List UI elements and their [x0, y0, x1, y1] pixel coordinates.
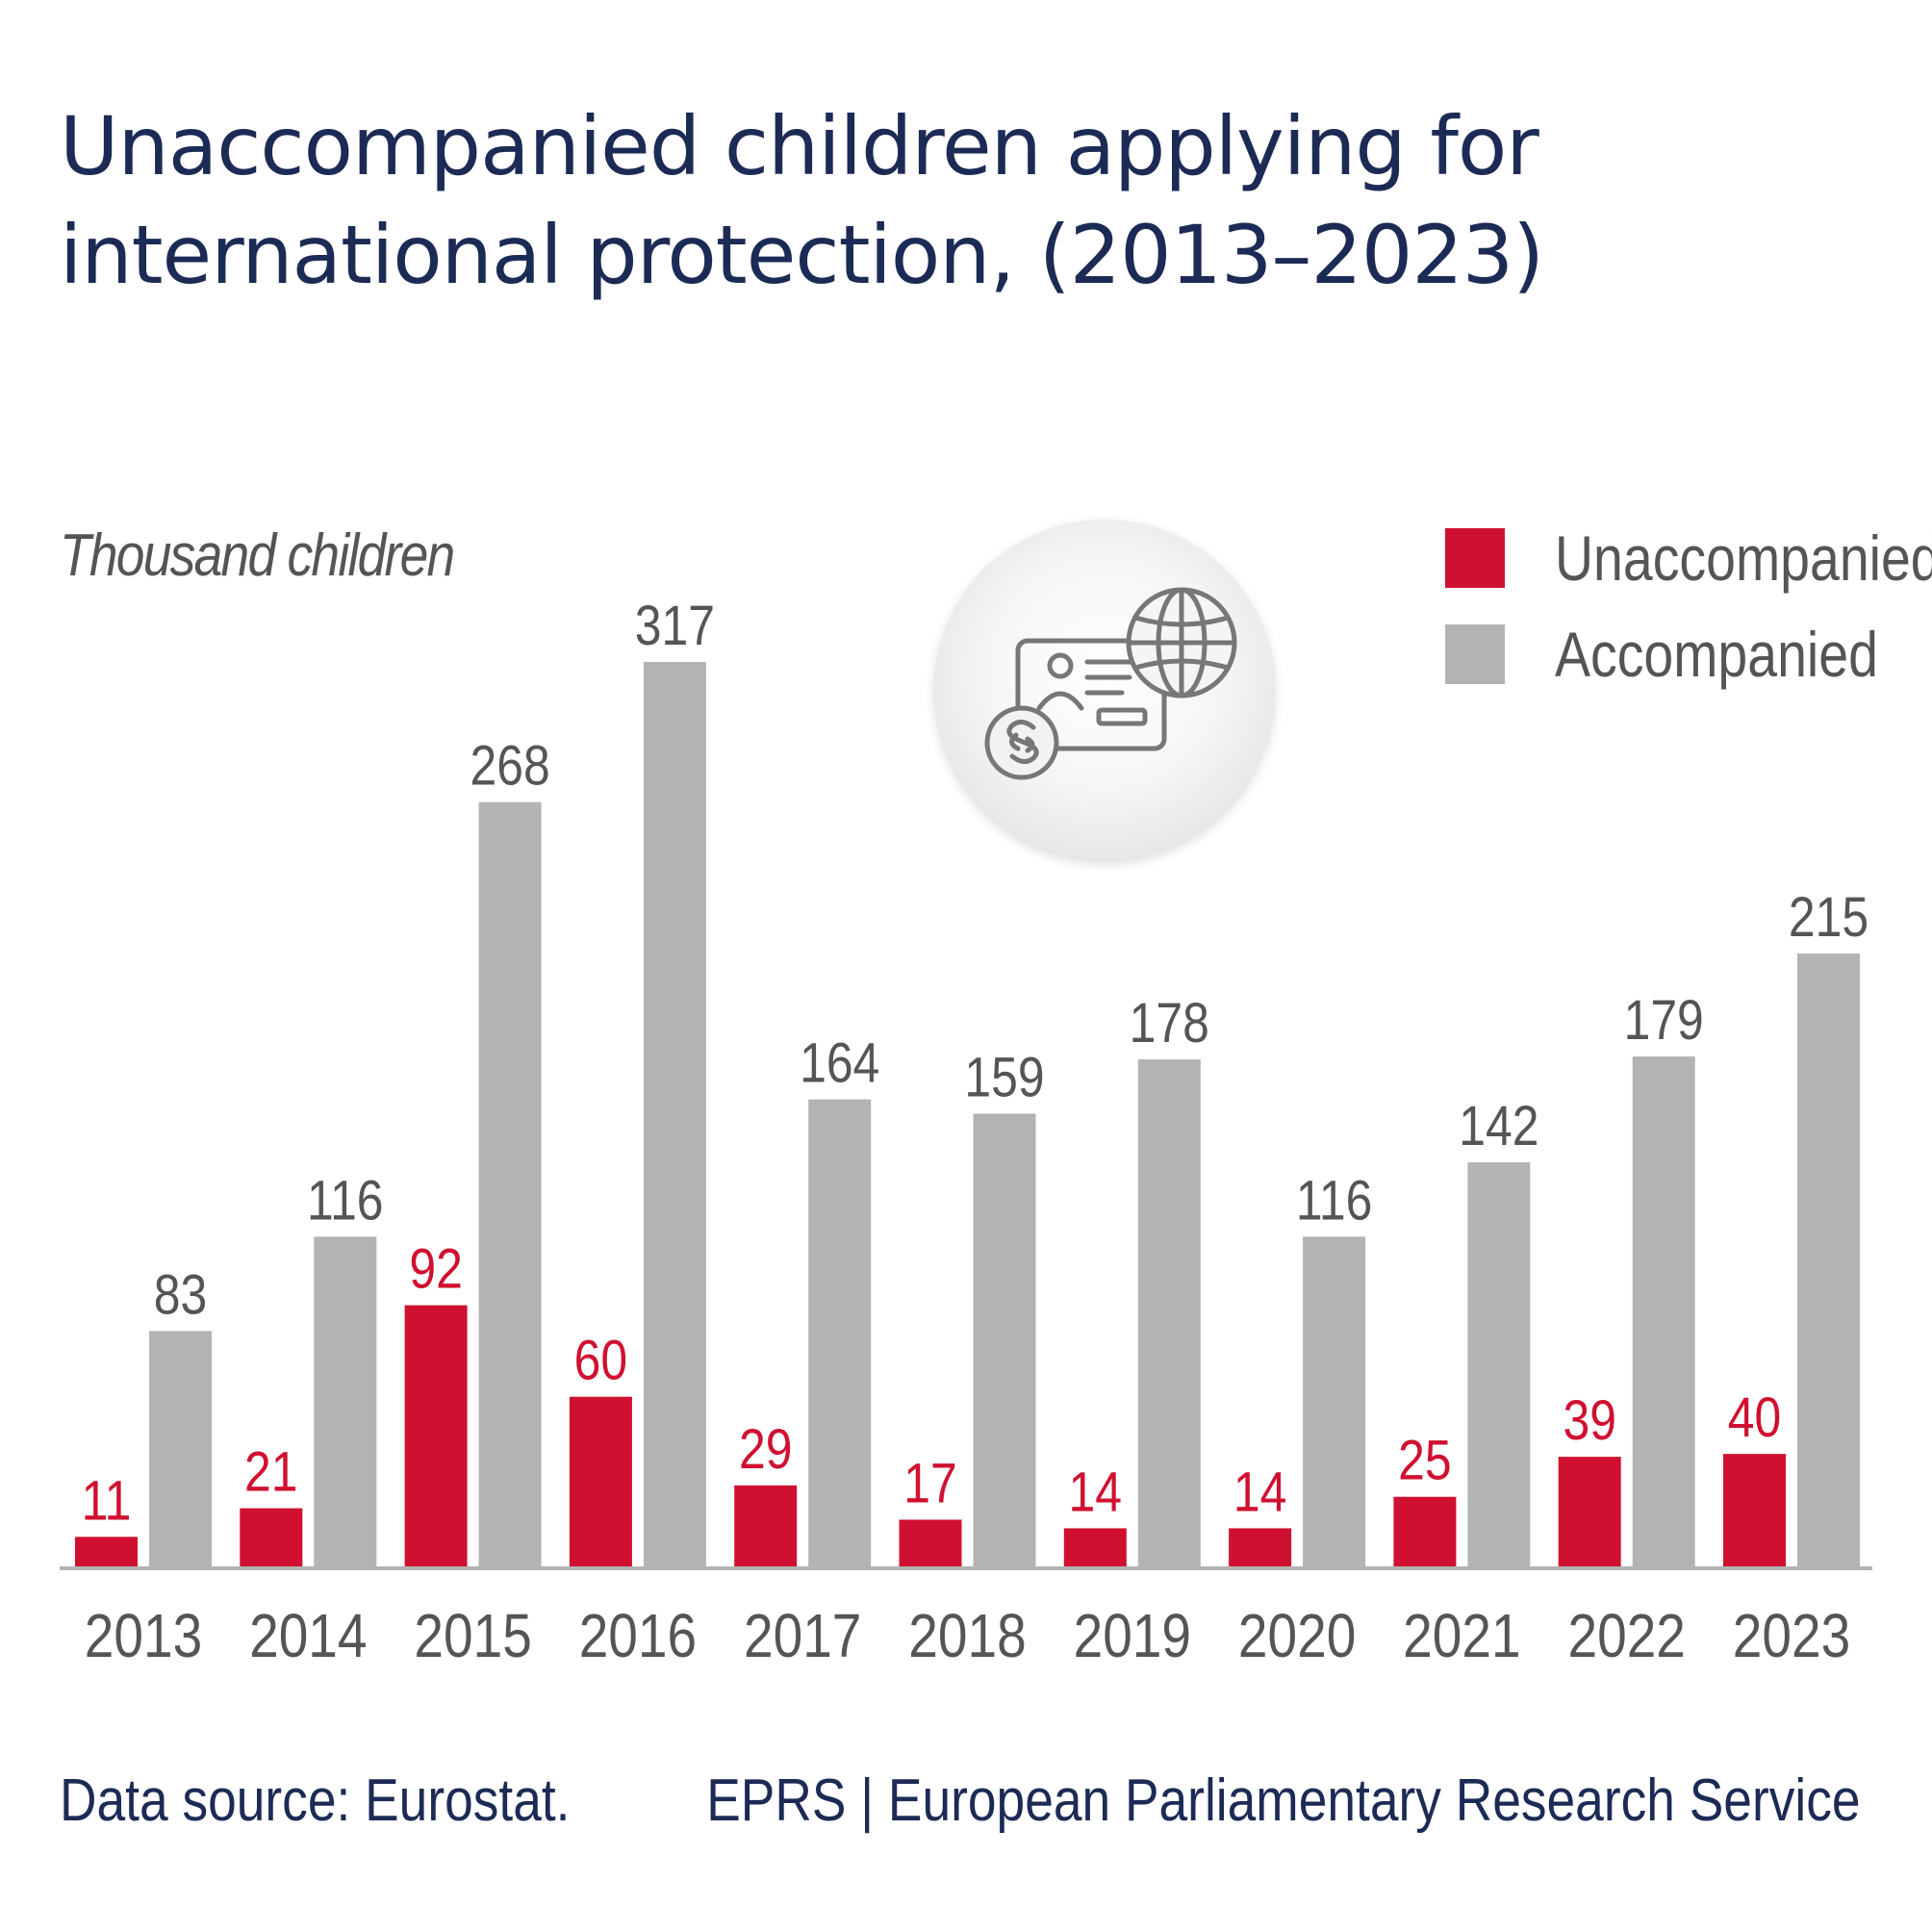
- bar-unaccompanied-2018: [899, 1519, 962, 1568]
- data-label-accompanied-2022: 179: [1624, 990, 1704, 1052]
- x-tick-label-2020: 2020: [1238, 1601, 1356, 1670]
- bar-accompanied-2023: [1797, 953, 1860, 1568]
- legend-swatch-accompanied: [1445, 624, 1505, 684]
- data-label-unaccompanied-2021: 25: [1398, 1430, 1451, 1491]
- credit-line: EPRS | European Parliamentary Research S…: [706, 1767, 1861, 1834]
- x-tick-label-2019: 2019: [1074, 1601, 1191, 1670]
- data-label-accompanied-2015: 268: [470, 735, 549, 797]
- data-label-accompanied-2018: 159: [964, 1047, 1044, 1108]
- id-card-globe-paragraph-icon: [984, 587, 1237, 780]
- bar-accompanied-2013: [149, 1331, 212, 1568]
- legend-swatch-unaccompanied: [1445, 528, 1505, 588]
- data-label-accompanied-2019: 178: [1130, 993, 1209, 1055]
- chart-title-line-2: international protection, (2013–2023): [60, 208, 1544, 302]
- bar-unaccompanied-2015: [404, 1305, 468, 1568]
- bar-accompanied-2019: [1137, 1059, 1201, 1568]
- data-label-unaccompanied-2015: 92: [409, 1238, 462, 1300]
- x-tick-label-2015: 2015: [414, 1601, 531, 1670]
- x-tick-label-2017: 2017: [744, 1601, 861, 1670]
- data-label-accompanied-2020: 116: [1296, 1170, 1373, 1232]
- bar-unaccompanied-2014: [240, 1508, 303, 1568]
- data-label-unaccompanied-2020: 14: [1233, 1462, 1286, 1523]
- bar-accompanied-2014: [314, 1236, 377, 1568]
- bar-unaccompanied-2020: [1229, 1528, 1292, 1568]
- bar-unaccompanied-2016: [569, 1396, 632, 1568]
- data-label-unaccompanied-2018: 17: [903, 1453, 956, 1514]
- x-tick-label-2018: 2018: [908, 1601, 1026, 1670]
- bar-accompanied-2018: [973, 1113, 1036, 1568]
- data-label-unaccompanied-2016: 60: [574, 1330, 627, 1391]
- data-label-unaccompanied-2022: 39: [1563, 1390, 1615, 1452]
- bar-unaccompanied-2017: [734, 1485, 798, 1568]
- data-label-unaccompanied-2017: 29: [739, 1418, 792, 1480]
- x-tick-label-2014: 2014: [249, 1601, 367, 1670]
- x-tick-label-2022: 2022: [1567, 1601, 1685, 1670]
- bar-accompanied-2017: [808, 1099, 872, 1568]
- data-label-accompanied-2023: 215: [1789, 887, 1868, 949]
- x-tick-label-2016: 2016: [579, 1601, 697, 1670]
- bar-accompanied-2021: [1467, 1162, 1531, 1568]
- data-label-accompanied-2017: 164: [800, 1032, 879, 1094]
- bar-unaccompanied-2022: [1558, 1457, 1621, 1568]
- y-unit-label: Thousand children: [60, 522, 455, 589]
- x-tick-label-2021: 2021: [1403, 1601, 1520, 1670]
- data-label-accompanied-2013: 83: [154, 1264, 207, 1326]
- legend-item-accompanied: Accompanied: [1445, 619, 1878, 690]
- bar-accompanied-2016: [643, 662, 706, 1568]
- x-tick-label-2023: 2023: [1733, 1601, 1850, 1670]
- bar-accompanied-2022: [1632, 1056, 1695, 1568]
- legend-label-accompanied: Accompanied: [1555, 619, 1878, 690]
- data-label-unaccompanied-2019: 14: [1069, 1462, 1122, 1523]
- data-label-unaccompanied-2013: 11: [82, 1470, 132, 1532]
- chart-title: Unaccompanied children applying for inte…: [60, 92, 1868, 310]
- data-label-accompanied-2016: 317: [635, 596, 715, 657]
- data-label-accompanied-2014: 116: [307, 1170, 384, 1232]
- bar-unaccompanied-2021: [1393, 1496, 1457, 1568]
- data-label-accompanied-2021: 142: [1459, 1096, 1538, 1157]
- bar-unaccompanied-2019: [1063, 1528, 1127, 1568]
- chart-title-line-1: Unaccompanied children applying for: [60, 99, 1539, 193]
- bar-unaccompanied-2013: [75, 1537, 138, 1568]
- bar-accompanied-2015: [478, 801, 542, 1568]
- bar-accompanied-2020: [1303, 1236, 1366, 1568]
- data-label-unaccompanied-2023: 40: [1728, 1387, 1781, 1449]
- data-source: Data source: Eurostat.: [60, 1767, 571, 1834]
- bar-unaccompanied-2023: [1723, 1454, 1786, 1568]
- emblem: [933, 520, 1276, 862]
- data-label-unaccompanied-2014: 21: [244, 1441, 297, 1503]
- legend-label-unaccompanied: Unaccompanied: [1555, 522, 1932, 594]
- x-tick-label-2013: 2013: [85, 1601, 202, 1670]
- legend-item-unaccompanied: Unaccompanied: [1445, 522, 1932, 594]
